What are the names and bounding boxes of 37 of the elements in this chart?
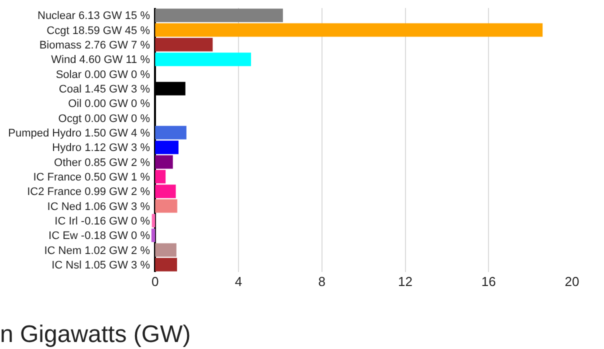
bar	[155, 126, 186, 140]
y-tick-label: Ocgt 0.00 GW 0 %	[58, 112, 150, 125]
y-tick-label: Hydro 1.12 GW 3 %	[52, 142, 150, 154]
bar	[155, 23, 543, 37]
x-tick-label: 8	[318, 274, 326, 289]
y-tick-label: Biomass 2.76 GW 7 %	[39, 40, 150, 52]
y-tick-label: Coal 1.45 GW 3 %	[58, 84, 150, 96]
bar	[151, 228, 156, 242]
x-tick-label: 20	[564, 274, 580, 289]
y-tick-label: Other 0.85 GW 2 %	[54, 156, 150, 169]
y-tick-label: Ccgt 18.59 GW 45 %	[46, 24, 150, 37]
bar	[152, 214, 156, 228]
x-tick-label: 16	[481, 274, 496, 289]
x-tick-label: 12	[398, 274, 413, 289]
x-axis-title: n Gigawatts (GW)	[0, 321, 191, 348]
y-tick-label: IC Nem 1.02 GW 2 %	[44, 244, 150, 257]
bar	[155, 155, 173, 169]
y-tick-label: IC2 France 0.99 GW 2 %	[27, 186, 150, 198]
y-tick-label: IC Ew -0.18 GW 0 %	[48, 230, 150, 242]
bar	[155, 52, 252, 66]
y-tick-label: Pumped Hydro 1.50 GW 4 %	[8, 128, 150, 140]
y-tick-label: IC Ned 1.06 GW 3 %	[47, 200, 150, 213]
y-tick-label: Wind 4.60 GW 11 %	[51, 54, 150, 66]
bar	[155, 258, 178, 272]
bar	[155, 199, 178, 213]
y-tick-label: Solar 0.00 GW 0 %	[56, 68, 150, 81]
bar	[155, 38, 213, 52]
y-tick-label: IC Nsl 1.05 GW 3 %	[52, 260, 150, 272]
y-tick-label: IC France 0.50 GW 1 %	[33, 172, 150, 184]
bar	[155, 8, 283, 22]
x-tick-label: 0	[152, 274, 159, 289]
bar	[155, 140, 179, 154]
y-tick-label: Oil 0.00 GW 0 %	[68, 98, 150, 110]
y-tick-label: IC Irl -0.16 GW 0 %	[54, 216, 150, 228]
bar	[155, 243, 176, 257]
x-tick-label: 4	[234, 274, 242, 289]
y-tick-label: Nuclear 6.13 GW 15 %	[38, 10, 150, 22]
